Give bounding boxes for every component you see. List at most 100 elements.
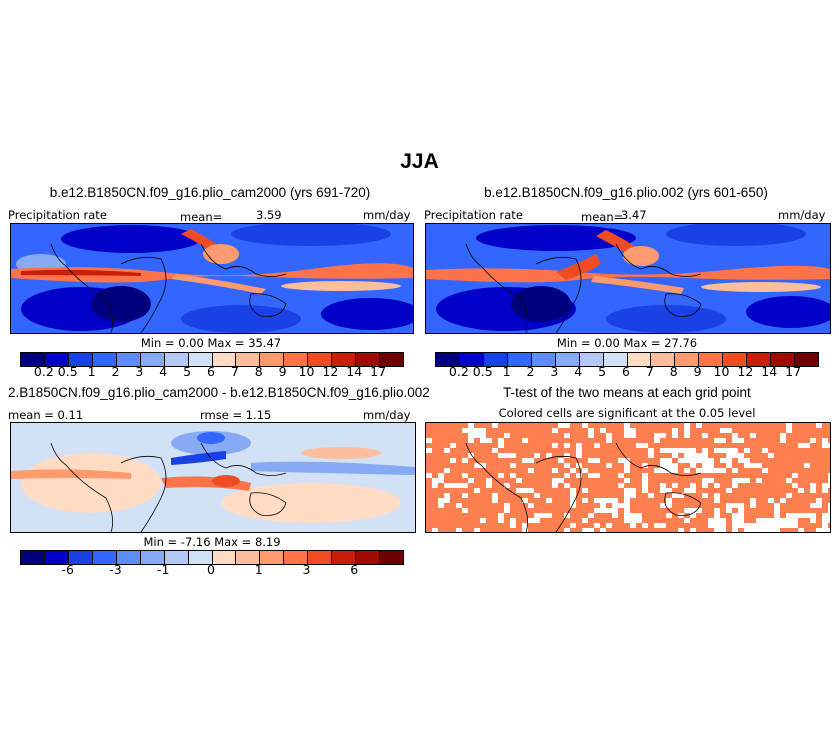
- significant-cell: [570, 513, 576, 518]
- significant-cell: [636, 503, 642, 508]
- significant-cell: [564, 478, 570, 483]
- significant-cell: [828, 433, 830, 438]
- significant-cell: [702, 518, 708, 523]
- significant-cell: [774, 443, 780, 448]
- significant-cell: [612, 463, 618, 468]
- significant-cell: [618, 498, 624, 503]
- significant-cell: [546, 458, 552, 463]
- significant-cell: [828, 438, 830, 443]
- panel2-mean-label: mean=: [581, 210, 624, 224]
- significant-cell: [612, 473, 618, 478]
- significant-cell: [480, 483, 486, 488]
- significant-cell: [564, 438, 570, 443]
- significant-cell: [450, 493, 456, 498]
- significant-cell: [468, 528, 474, 532]
- significant-cell: [636, 508, 642, 513]
- significant-cell: [612, 483, 618, 488]
- significant-cell: [606, 458, 612, 463]
- significant-cell: [468, 488, 474, 493]
- significant-cell: [516, 453, 522, 458]
- significant-cell: [666, 453, 672, 458]
- panel2-variable-label: Precipitation rate: [424, 208, 523, 222]
- significant-cell: [534, 488, 540, 493]
- significant-cell: [504, 493, 510, 498]
- significant-cell: [636, 448, 642, 453]
- significant-cell: [792, 448, 798, 453]
- significant-cell: [792, 458, 798, 463]
- significant-cell: [576, 528, 582, 532]
- significant-cell: [516, 503, 522, 508]
- significant-cell: [816, 513, 822, 518]
- significant-cell: [708, 513, 714, 518]
- significant-cell: [612, 443, 618, 448]
- significant-cell: [786, 448, 792, 453]
- colorbar-tick-label: -3: [109, 562, 122, 577]
- significant-cell: [744, 513, 750, 518]
- significant-cell: [516, 438, 522, 443]
- significant-cell: [750, 513, 756, 518]
- significant-cell: [780, 423, 786, 428]
- significant-cell: [732, 443, 738, 448]
- significant-cell: [678, 523, 684, 528]
- significant-cell: [702, 508, 708, 513]
- significant-cell: [480, 488, 486, 493]
- significant-cell: [480, 478, 486, 483]
- significant-cell: [660, 478, 666, 483]
- significant-cell: [552, 448, 558, 453]
- significant-cell: [720, 503, 726, 508]
- significant-cell: [780, 468, 786, 473]
- significant-cell: [756, 498, 762, 503]
- significant-cell: [462, 513, 468, 518]
- significant-cell: [744, 483, 750, 488]
- significant-cell: [474, 423, 480, 428]
- colorbar-swatch: [116, 353, 141, 366]
- significant-cell: [498, 478, 504, 483]
- significant-cell: [552, 493, 558, 498]
- significant-cell: [822, 503, 828, 508]
- significant-cell: [810, 523, 816, 528]
- significant-cell: [792, 463, 798, 468]
- significant-cell: [690, 503, 696, 508]
- significant-cell: [714, 473, 720, 478]
- significant-cell: [456, 513, 462, 518]
- significant-cell: [822, 423, 828, 428]
- significant-cell: [438, 443, 444, 448]
- significant-cell: [630, 503, 636, 508]
- significant-cell: [498, 528, 504, 532]
- significant-cell: [744, 518, 750, 523]
- significant-cell: [720, 463, 726, 468]
- significant-cell: [582, 458, 588, 463]
- significant-cell: [516, 498, 522, 503]
- significant-cell: [768, 463, 774, 468]
- significant-cell: [582, 478, 588, 483]
- significant-cell: [552, 453, 558, 458]
- significant-cell: [528, 493, 534, 498]
- significant-cell: [564, 518, 570, 523]
- significant-cell: [624, 453, 630, 458]
- significant-cell: [480, 443, 486, 448]
- significant-cell: [480, 498, 486, 503]
- panel4-subtitle: Colored cells are significant at the 0.0…: [498, 406, 756, 420]
- significant-cell: [546, 508, 552, 513]
- significant-cell: [546, 423, 552, 428]
- colorbar-tick-label: 3: [302, 562, 311, 577]
- significant-cell: [432, 423, 438, 428]
- significant-cell: [660, 528, 666, 532]
- significant-cell: [588, 498, 594, 503]
- significant-cell: [426, 493, 432, 498]
- significant-cell: [486, 468, 492, 473]
- significant-cell: [666, 478, 672, 483]
- panel2-minmax: Min = 0.00 Max = 27.76: [556, 336, 698, 350]
- significant-cell: [666, 433, 672, 438]
- significant-cell: [546, 473, 552, 478]
- significant-cell: [684, 498, 690, 503]
- significant-cell: [570, 423, 576, 428]
- significant-cell: [702, 443, 708, 448]
- significant-cell: [786, 483, 792, 488]
- significant-cell: [486, 448, 492, 453]
- significant-cell: [744, 438, 750, 443]
- figure-title: JJA: [400, 150, 439, 173]
- significant-cell: [738, 498, 744, 503]
- significant-cell: [816, 438, 822, 443]
- significant-cell: [534, 423, 540, 428]
